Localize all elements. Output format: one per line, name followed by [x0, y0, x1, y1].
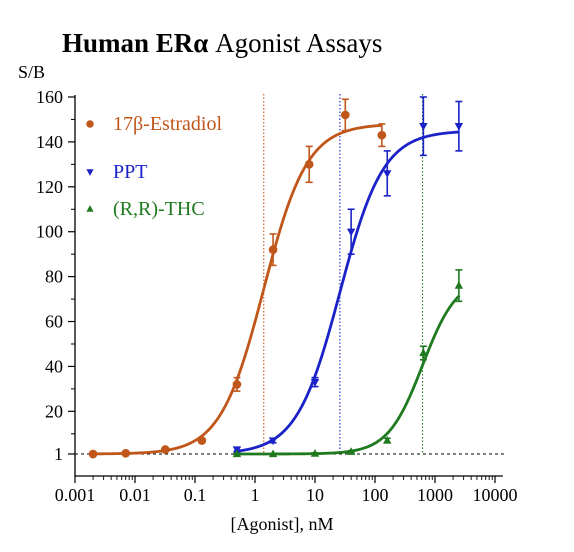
data-point	[346, 228, 356, 237]
data-point	[232, 380, 242, 389]
y-tick-label: 140	[36, 132, 63, 152]
x-tick-label: 10000	[473, 485, 518, 505]
fit-curve	[234, 130, 460, 453]
y-axis-label: S/B	[18, 62, 45, 82]
data-point	[160, 445, 170, 454]
data-point	[346, 447, 356, 455]
data-point	[88, 449, 98, 459]
data-point	[383, 170, 392, 178]
data-point	[197, 436, 207, 445]
x-tick-label: 100	[362, 485, 389, 505]
data-point	[232, 449, 242, 458]
fit-curve	[234, 294, 461, 456]
data-point	[268, 437, 278, 446]
y-tick-label: 160	[36, 87, 63, 107]
legend-marker	[86, 169, 94, 176]
x-tick-label: 0.01	[119, 485, 151, 505]
data-point	[377, 130, 387, 140]
x-axis-label: [Agonist], nM	[231, 514, 334, 534]
chart-title: Human ERα Agonist Assays	[62, 28, 382, 58]
data-point	[340, 110, 350, 120]
y-tick-label: 1	[54, 444, 63, 464]
data-point	[268, 245, 278, 255]
y-tick-label: 80	[45, 267, 63, 287]
data-point	[454, 123, 464, 131]
data-point	[121, 448, 131, 458]
legend-marker	[86, 120, 94, 128]
x-tick-label: 0.001	[55, 485, 96, 505]
chart-title-bold: Human ERα	[62, 28, 208, 58]
chart-title-rest: Agonist Assays	[208, 28, 382, 58]
legend-label: (R,R)-THC	[113, 198, 205, 220]
y-tick-label: 100	[36, 222, 63, 242]
data-point	[454, 281, 464, 289]
x-tick-label: 1000	[417, 485, 453, 505]
x-tick-label: 10	[306, 485, 324, 505]
y-tick-label: 20	[45, 401, 63, 421]
y-tick-label: 40	[45, 356, 63, 376]
data-point	[268, 449, 278, 458]
legend-label: PPT	[113, 161, 147, 183]
legend-marker	[86, 205, 94, 212]
x-tick-label: 1	[251, 485, 260, 505]
data-point	[419, 348, 428, 357]
y-tick-label: 60	[45, 312, 63, 332]
x-tick-label: 0.1	[184, 485, 207, 505]
y-tick-label: 120	[36, 177, 63, 197]
data-point	[310, 449, 320, 457]
data-point	[304, 160, 314, 169]
data-point	[383, 435, 392, 444]
data-point	[419, 123, 428, 131]
legend-label: 17β-Estradiol	[113, 113, 222, 135]
data-point	[310, 379, 320, 387]
